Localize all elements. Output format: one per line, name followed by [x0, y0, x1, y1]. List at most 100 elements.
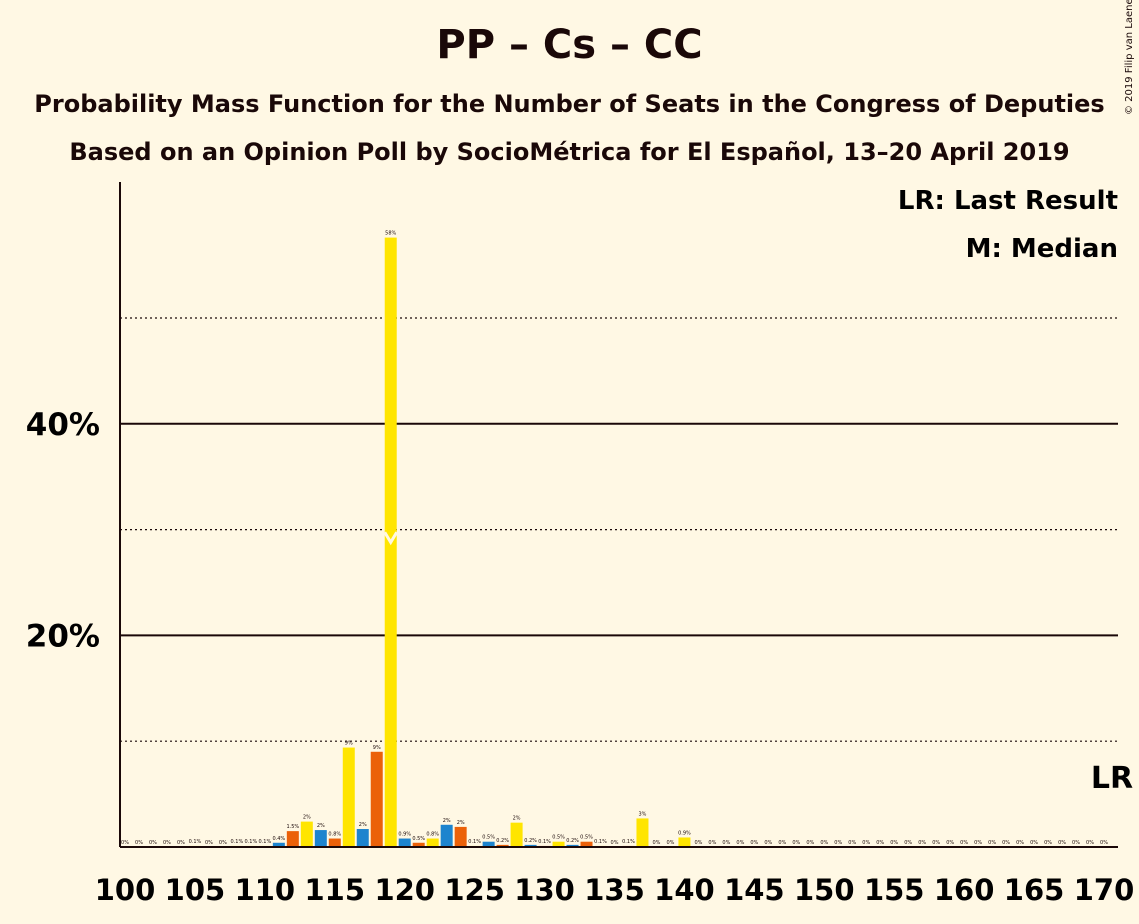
bar-label-158: 0%: [932, 840, 940, 846]
bar-label-157: 0%: [918, 840, 926, 846]
bar-label-148: 0%: [792, 840, 800, 846]
legend-median: M: Median: [966, 234, 1118, 264]
bar-label-137: 3%: [639, 811, 647, 817]
bar-111: [272, 842, 285, 847]
bar-label-126: 0.5%: [482, 835, 495, 841]
bar-123: [440, 824, 453, 847]
bar-label-129: 0.2%: [524, 838, 537, 844]
x-tick-label: 160: [934, 873, 995, 907]
x-tick-label: 110: [235, 873, 296, 907]
bar-label-162: 0%: [988, 840, 996, 846]
bar-label-154: 0%: [876, 840, 884, 846]
bar-label-102: 0%: [149, 840, 157, 846]
bar-label-132: 0.2%: [566, 838, 579, 844]
bar-label-104: 0%: [177, 840, 185, 846]
bar-label-136: 0.1%: [622, 839, 635, 845]
bar-label-110: 0.1%: [259, 839, 272, 845]
bar-133: [580, 841, 593, 847]
bar-label-107: 0%: [219, 840, 227, 846]
bar-121: [412, 842, 425, 847]
x-tick-label: 140: [654, 873, 715, 907]
x-tick-label: 130: [514, 873, 575, 907]
bar-label-122: 0.8%: [426, 832, 439, 838]
bar-label-134: 0.1%: [594, 839, 607, 845]
x-tick-label: 120: [374, 873, 435, 907]
bar-label-127: 0.2%: [496, 838, 509, 844]
bar-label-151: 0%: [834, 840, 842, 846]
bar-label-113: 2%: [303, 815, 311, 821]
bar-112: [286, 831, 299, 847]
chart-source-line: Based on an Opinion Poll by SocioMétrica…: [69, 138, 1070, 166]
bar-label-138: 0%: [652, 840, 660, 846]
axes: [119, 182, 1118, 848]
bar-label-124: 2%: [457, 820, 465, 826]
x-tick-label: 150: [794, 873, 855, 907]
y-tick-label: 40%: [26, 407, 100, 443]
median-marker: [383, 531, 399, 546]
bar-label-117: 2%: [359, 822, 367, 828]
bar-122: [426, 838, 439, 847]
bar-115: [328, 838, 341, 847]
bar-label-164: 0%: [1016, 840, 1024, 846]
bar-114: [314, 830, 327, 847]
x-tick-label: 155: [864, 873, 925, 907]
bar-126: [482, 841, 495, 847]
bar-label-131: 0.5%: [552, 835, 565, 841]
bar-120: [398, 838, 411, 847]
x-tick-label: 170: [1074, 873, 1135, 907]
x-tick-label: 105: [165, 873, 226, 907]
bar-label-139: 0%: [666, 840, 674, 846]
bar-label-101: 0%: [135, 840, 143, 846]
bar-label-140: 0.9%: [678, 830, 691, 836]
bar-137: [636, 818, 649, 847]
bar-label-123: 2%: [443, 818, 451, 824]
bar-117: [356, 829, 369, 847]
bar-124: [454, 826, 467, 847]
bar-label-163: 0%: [1002, 840, 1010, 846]
x-axis-ticks: 100 105 110 115 120 125 130 135 140 145 150 155 160 1…: [95, 873, 1135, 907]
bar-label-149: 0%: [806, 840, 814, 846]
bar-132: [566, 844, 579, 847]
bar-label-106: 0%: [205, 840, 213, 846]
bar-140: [678, 837, 691, 847]
chart-title: PP – Cs – CC: [436, 22, 703, 68]
bar-label-116: 9%: [345, 741, 353, 747]
bar-label-142: 0%: [708, 840, 716, 846]
bar-label-167: 0%: [1058, 840, 1066, 846]
bar-label-169: 0%: [1086, 840, 1094, 846]
bar-label-160: 0%: [960, 840, 968, 846]
bar-label-161: 0%: [974, 840, 982, 846]
bar-116: [342, 747, 355, 847]
x-tick-label: 115: [305, 873, 366, 907]
bar-label-170: 0%: [1100, 840, 1108, 846]
x-tick-label: 125: [444, 873, 505, 907]
bar-label-147: 0%: [778, 840, 786, 846]
bar-label-128: 2%: [513, 816, 521, 822]
y-axis-ticks: 20% 40%: [26, 407, 100, 655]
bar-label-165: 0%: [1030, 840, 1038, 846]
last-result-marker: LR: [1091, 761, 1133, 796]
x-tick-label: 165: [1004, 873, 1065, 907]
bar-label-111: 0.4%: [272, 836, 285, 842]
bar-label-121: 0.5%: [412, 836, 425, 842]
bar-label-166: 0%: [1044, 840, 1052, 846]
bar-label-103: 0%: [163, 840, 171, 846]
bar-label-118: 9%: [373, 745, 381, 751]
bars: [188, 237, 691, 848]
bar-label-150: 0%: [820, 840, 828, 846]
legend-last-result: LR: Last Result: [898, 186, 1118, 216]
bar-label-141: 0%: [694, 840, 702, 846]
bar-label-115: 0.8%: [328, 832, 341, 838]
x-tick-label: 100: [95, 873, 156, 907]
bar-label-108: 0.1%: [231, 839, 244, 845]
bar-label-168: 0%: [1072, 840, 1080, 846]
bar-label-119: 58%: [385, 231, 396, 237]
gridlines: [120, 317, 1118, 742]
bar-label-153: 0%: [862, 840, 870, 846]
bar-label-120: 0.9%: [398, 832, 411, 838]
bar-label-130: 0.1%: [538, 839, 551, 845]
bar-129: [524, 844, 537, 847]
bar-label-156: 0%: [904, 840, 912, 846]
bar-label-133: 0.5%: [580, 835, 593, 841]
